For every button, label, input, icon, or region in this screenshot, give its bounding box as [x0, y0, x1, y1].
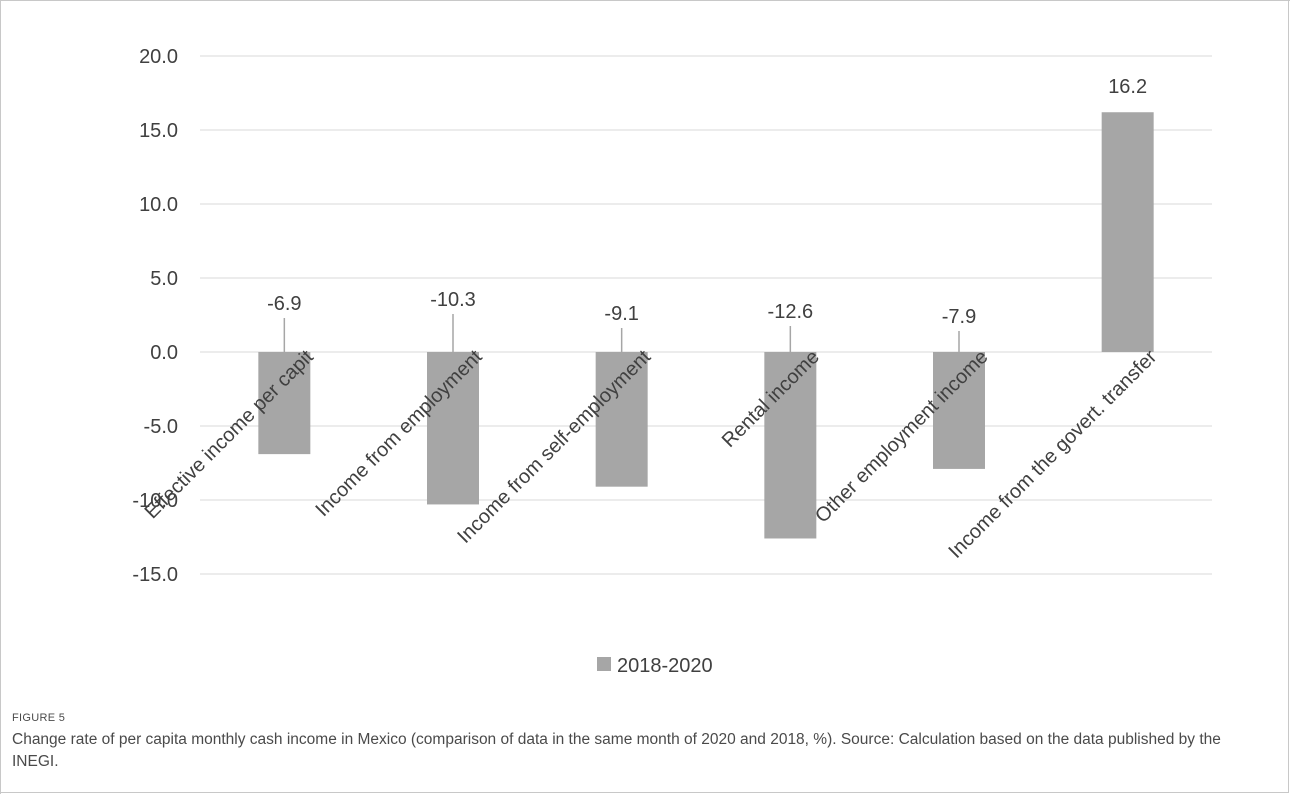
bar — [427, 352, 479, 505]
figure-caption: Change rate of per capita monthly cash i… — [12, 731, 1221, 770]
y-tick-label: 0.0 — [150, 342, 178, 364]
legend: 2018-2020 — [597, 655, 713, 677]
bar — [1101, 112, 1154, 353]
y-tick-label: 15.0 — [139, 120, 178, 142]
data-label: -12.6 — [768, 301, 814, 323]
bar — [764, 352, 817, 539]
data-label: -7.9 — [942, 306, 976, 328]
bars — [258, 112, 1154, 539]
legend-swatch — [597, 657, 611, 671]
bar — [595, 352, 648, 487]
y-axis-tick-labels: 20.0 15.0 10.0 5.0 0.0 -5.0 -10.0 -15.0 — [132, 46, 178, 586]
figure-border-left — [0, 0, 1, 794]
gridlines — [200, 55, 1212, 575]
data-label: -9.1 — [604, 303, 638, 325]
figure-number: FIGURE 5 — [12, 712, 66, 724]
y-tick-label: 20.0 — [139, 46, 178, 68]
data-labels: -6.9 -10.3 -9.1 -12.6 -7.9 16.2 — [267, 76, 1147, 328]
legend-label: 2018-2020 — [617, 655, 713, 677]
bar — [258, 352, 311, 455]
bar-chart: 20.0 15.0 10.0 5.0 0.0 -5.0 -10.0 -15.0 -6.9 -10… — [132, 46, 1212, 677]
data-label: -10.3 — [430, 289, 476, 311]
y-tick-label: -15.0 — [132, 564, 178, 586]
data-label: 16.2 — [1108, 76, 1147, 98]
y-tick-label: -10.0 — [132, 490, 178, 512]
bar — [933, 352, 985, 469]
y-tick-label: -5.0 — [144, 416, 178, 438]
y-tick-label: 10.0 — [139, 194, 178, 216]
data-label-leaders — [283, 314, 960, 352]
data-label: -6.9 — [267, 293, 301, 315]
figure-border-top — [0, 0, 1290, 1]
y-tick-label: 5.0 — [150, 268, 178, 290]
